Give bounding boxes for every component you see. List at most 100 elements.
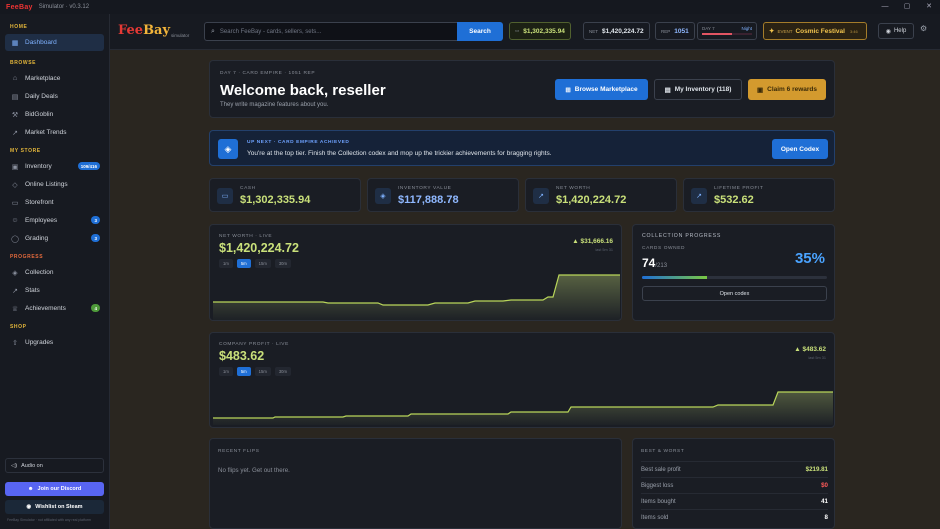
range-1m[interactable]: 1m — [219, 367, 233, 376]
day-progress-fill — [702, 33, 732, 35]
close-icon[interactable]: ✕ — [926, 3, 932, 10]
kpi-value: $117,888.78 — [398, 194, 459, 206]
kpi-net-worth: ↗ NET WORTH $1,420,224.72 — [525, 178, 677, 212]
range-15m[interactable]: 15m — [254, 367, 271, 376]
kpi-label: LIFETIME PROFIT — [714, 186, 764, 191]
stat-label: Biggest loss — [641, 482, 674, 489]
chart-icon: ↗ — [12, 287, 18, 295]
kpi-lifetime-profit: ↗ LIFETIME PROFIT $532.62 — [683, 178, 835, 212]
up-next-message: You're at the top tier. Finish the Colle… — [247, 150, 552, 157]
sidebar-item-inventory[interactable]: ▣ Inventory 109/416 — [5, 158, 104, 175]
range-5m[interactable]: 5m — [236, 259, 251, 268]
people-icon: ☺ — [11, 217, 19, 224]
maximize-icon[interactable]: ▢ — [903, 3, 911, 10]
sidebar-item-upgrades[interactable]: ⇧ Upgrades — [5, 334, 104, 351]
brand-sub: simulator — [171, 33, 190, 38]
rep-pill: REP 1051 — [655, 22, 695, 40]
best-worst-title: BEST & WORST — [641, 449, 685, 454]
inventory-badge: 109/416 — [77, 162, 100, 170]
gear-icon[interactable]: ⚙ — [920, 24, 928, 33]
range-5m[interactable]: 5m — [236, 367, 251, 376]
minimize-icon[interactable]: — — [881, 3, 889, 10]
collection-title: COLLECTION PROGRESS — [642, 233, 722, 239]
sidebar-item-daily-deals[interactable]: ▤ Daily Deals — [5, 88, 104, 105]
sparkline-area — [213, 275, 620, 320]
topbar: FeeBay simulator ⌕ Search FeeBay - cards… — [110, 14, 940, 50]
sidebar-section-progress: PROGRESS — [10, 254, 44, 260]
event-timer: 3:46 — [849, 28, 858, 34]
hammer-icon: ⚒ — [11, 111, 19, 119]
kpi-cash: ▭ CASH $1,302,335.94 — [209, 178, 361, 212]
collection-percent: 35% — [794, 250, 825, 267]
sidebar-section-browse: BROWSE — [10, 60, 37, 66]
range-selector: 1m 5m 15m 30m — [219, 259, 295, 268]
hero-subtitle: They write magazine features about you. — [220, 102, 329, 108]
audio-toggle[interactable]: ◁) Audio on — [5, 458, 104, 473]
stat-label: Items bought — [641, 498, 676, 505]
range-30m[interactable]: 30m — [274, 259, 291, 268]
employees-badge: 3 — [91, 216, 100, 224]
sidebar-item-label: Employees — [25, 217, 58, 224]
sidebar-item-online-listings[interactable]: ◇ Online Listings — [5, 176, 104, 193]
sidebar-item-collection[interactable]: ◈ Collection — [5, 264, 104, 281]
sidebar-item-marketplace[interactable]: ⌂ Marketplace — [5, 70, 104, 87]
sidebar-item-employees[interactable]: ☺ Employees 3 — [5, 212, 104, 229]
cart-icon: ⊞ — [565, 86, 571, 94]
kpi-label: CASH — [240, 186, 256, 191]
brand-fee: Fee — [118, 23, 144, 38]
range-selector: 1m 5m 15m 30m — [219, 367, 295, 376]
open-codex-link[interactable]: Open codex — [642, 286, 827, 301]
sidebar-item-grading[interactable]: ◯ Grading 3 — [5, 230, 104, 247]
chart-delta: ▲ $31,666.16 — [572, 238, 613, 245]
sidebar-item-dashboard[interactable]: ▦ Dashboard — [5, 34, 104, 51]
help-button[interactable]: ◉ Help — [878, 23, 914, 39]
stat-value: 41 — [821, 498, 828, 505]
range-30m[interactable]: 30m — [274, 367, 291, 376]
net-worth-value: $1,420,224.72 — [602, 27, 644, 35]
search-input[interactable]: ⌕ Search FeeBay - cards, sellers, sets..… — [204, 22, 458, 41]
app-title: FeeBay — [6, 3, 33, 11]
audio-label: Audio on — [21, 462, 43, 469]
chart-value: $1,420,224.72 — [219, 241, 299, 255]
sidebar-item-stats[interactable]: ↗ Stats — [5, 282, 104, 299]
sidebar-item-storefront[interactable]: ▭ Storefront — [5, 194, 104, 211]
upgrade-icon: ⇧ — [12, 339, 18, 347]
discord-button[interactable]: ☻ Join our Discord — [5, 482, 104, 496]
sidebar-item-achievements[interactable]: ♕ Achievements 4 — [5, 300, 104, 317]
rep-value: 1051 — [674, 27, 689, 35]
sparkline-area — [213, 392, 833, 425]
sidebar-item-label: Daily Deals — [25, 93, 58, 100]
sidebar: HOME ▦ Dashboard BROWSE ⌂ Marketplace ▤ … — [0, 14, 110, 529]
tag-icon: ◇ — [12, 181, 18, 189]
day-label: DAY 7 — [702, 26, 715, 31]
stat-value: $0 — [821, 482, 828, 489]
app-version: Simulator · v0.3.12 — [38, 4, 90, 10]
collection-progress-bar — [642, 276, 827, 279]
my-inventory-button[interactable]: ▤ My Inventory (118) — [654, 79, 742, 100]
range-15m[interactable]: 15m — [254, 259, 271, 268]
steam-icon: ◉ — [26, 504, 32, 510]
browse-marketplace-button[interactable]: ⊞ Browse Marketplace — [555, 79, 648, 100]
chart-since: last 5m 31 — [595, 248, 613, 252]
event-pill[interactable]: ✦ EVENT Cosmic Festival 3:46 — [763, 22, 867, 40]
claim-rewards-button[interactable]: ▣ Claim 6 rewards — [748, 79, 826, 100]
brand-logo[interactable]: FeeBay — [118, 23, 170, 38]
open-codex-button[interactable]: Open Codex — [772, 139, 828, 159]
sidebar-item-bidgoblin[interactable]: ⚒ BidGoblin — [5, 106, 104, 123]
up-next-banner: ◈ UP NEXT · CARD EMPIRE ACHIEVED You're … — [209, 130, 835, 166]
cash-value: $1,302,335.94 — [523, 27, 565, 35]
stat-value: 8 — [824, 514, 828, 521]
search-button[interactable]: Search — [457, 22, 503, 41]
chart-value: $483.62 — [219, 349, 265, 363]
store-icon: ▭ — [11, 199, 19, 207]
collection-progress-fill — [642, 276, 707, 279]
steam-wishlist-button[interactable]: ◉ Wishlist on Steam — [5, 500, 104, 514]
recent-flips-empty: No flips yet. Get out there. — [218, 467, 290, 474]
range-1m[interactable]: 1m — [219, 259, 233, 268]
sparkline-line — [213, 274, 620, 306]
sidebar-item-label: Storefront — [25, 199, 54, 206]
sidebar-section-shop: SHOP — [10, 324, 27, 330]
browse-label: Browse Marketplace — [574, 86, 638, 93]
sidebar-item-market-trends[interactable]: ↗ Market Trends — [5, 124, 104, 141]
net-worth-chart-card: NET WORTH · LIVE $1,420,224.72 1m 5m 15m… — [209, 224, 622, 321]
